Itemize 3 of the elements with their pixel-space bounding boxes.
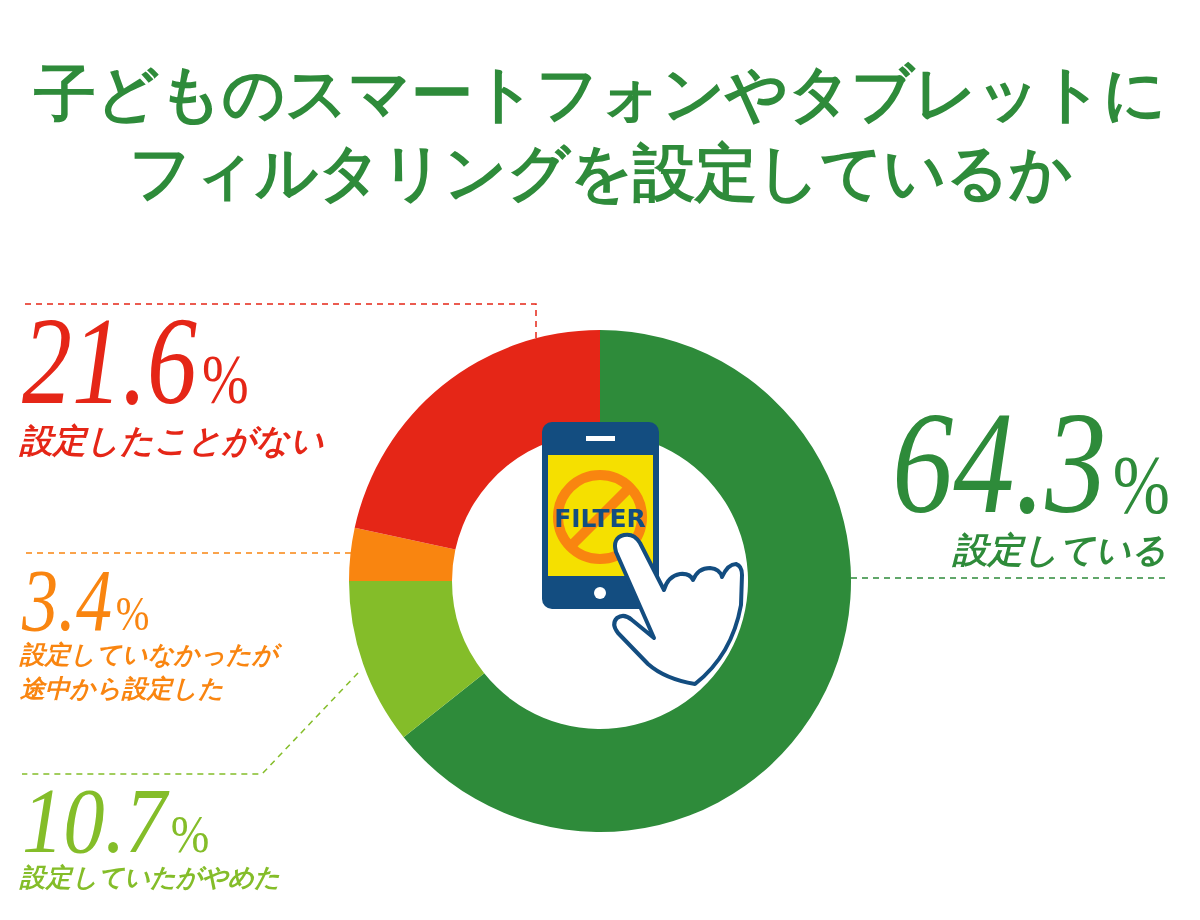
chart-title: 子どものスマートフォンやタブレットにフィルタリングを設定しているか [33,57,1166,209]
donut-slice [349,581,485,738]
text: FILTER [554,504,646,533]
